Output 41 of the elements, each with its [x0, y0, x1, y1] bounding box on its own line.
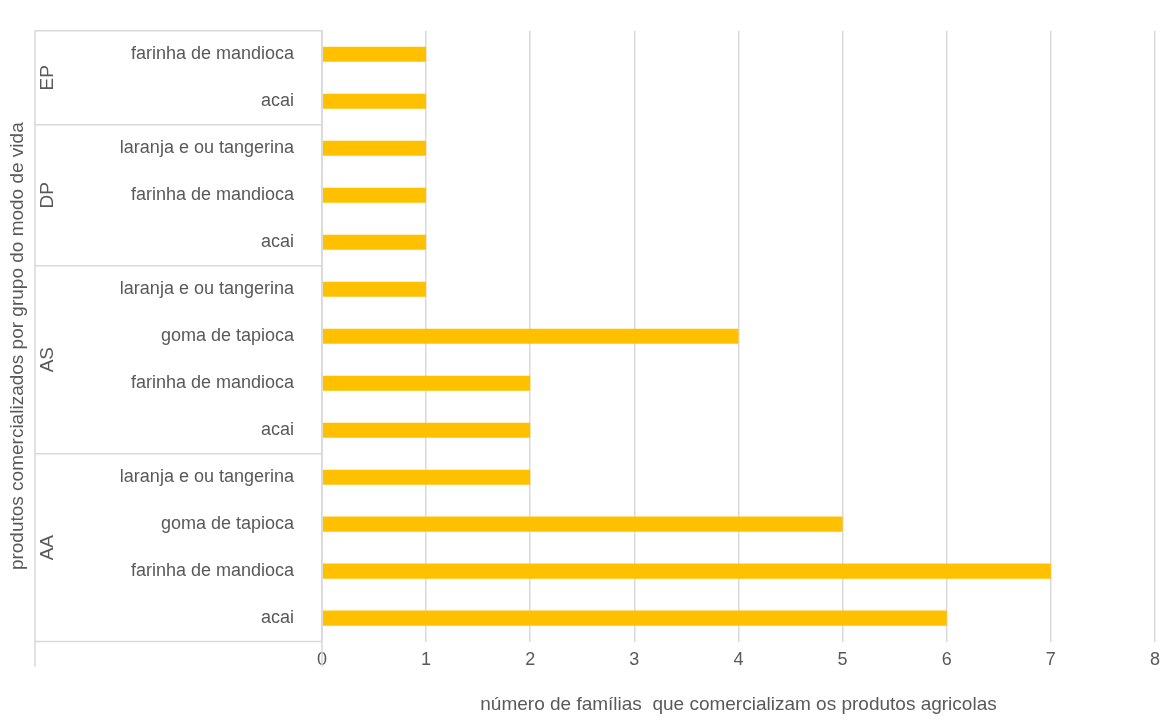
bar — [322, 140, 427, 156]
bar — [322, 563, 1051, 579]
text: DP — [36, 182, 58, 209]
text: AS — [36, 347, 58, 373]
bar — [322, 469, 531, 485]
text: EP — [36, 65, 58, 91]
bar — [322, 46, 427, 62]
x-tick-label: 8 — [1149, 649, 1160, 670]
bar — [322, 422, 531, 438]
x-tick-label: 5 — [837, 649, 848, 670]
y-tick-label: farinha de mandioca — [130, 43, 295, 64]
y-axis-title: produtos comercializados por grupo do modo de vida — [6, 121, 28, 571]
y-tick-label: laranja e ou tangerina — [119, 137, 295, 158]
x-tick-label: 6 — [941, 649, 952, 670]
bar — [322, 234, 427, 250]
text: AA — [36, 534, 58, 561]
y-tick-label: farinha de mandioca — [130, 184, 295, 205]
bar — [322, 328, 739, 344]
bar — [322, 610, 947, 626]
bar — [322, 375, 531, 391]
y-tick-label: laranja e ou tangerina — [119, 278, 295, 299]
x-tick-label: 2 — [525, 649, 536, 670]
bar — [322, 516, 843, 532]
x-tick-label: 1 — [421, 649, 432, 670]
y-tick-label: acai — [260, 419, 294, 440]
y-tick-label: farinha de mandioca — [130, 372, 295, 393]
x-tick-label: 4 — [733, 649, 744, 670]
y-tick-label: goma de tapioca — [160, 325, 295, 346]
y-tick-label: acai — [260, 231, 294, 252]
x-tick-label: 7 — [1045, 649, 1056, 670]
bar — [322, 187, 427, 203]
bar — [322, 93, 427, 109]
y-tick-label: laranja e ou tangerina — [119, 466, 295, 487]
y-tick-label: acai — [260, 607, 294, 628]
bar — [322, 281, 427, 297]
x-tick-label: 3 — [629, 649, 640, 670]
x-tick-label: 0 — [316, 649, 328, 670]
y-tick-label: farinha de mandioca — [130, 560, 295, 581]
x-axis-title: número de famílias que comercializam os produtos agricolas — [480, 692, 997, 714]
y-tick-label: goma de tapioca — [160, 513, 295, 534]
y-tick-label: acai — [260, 90, 294, 111]
